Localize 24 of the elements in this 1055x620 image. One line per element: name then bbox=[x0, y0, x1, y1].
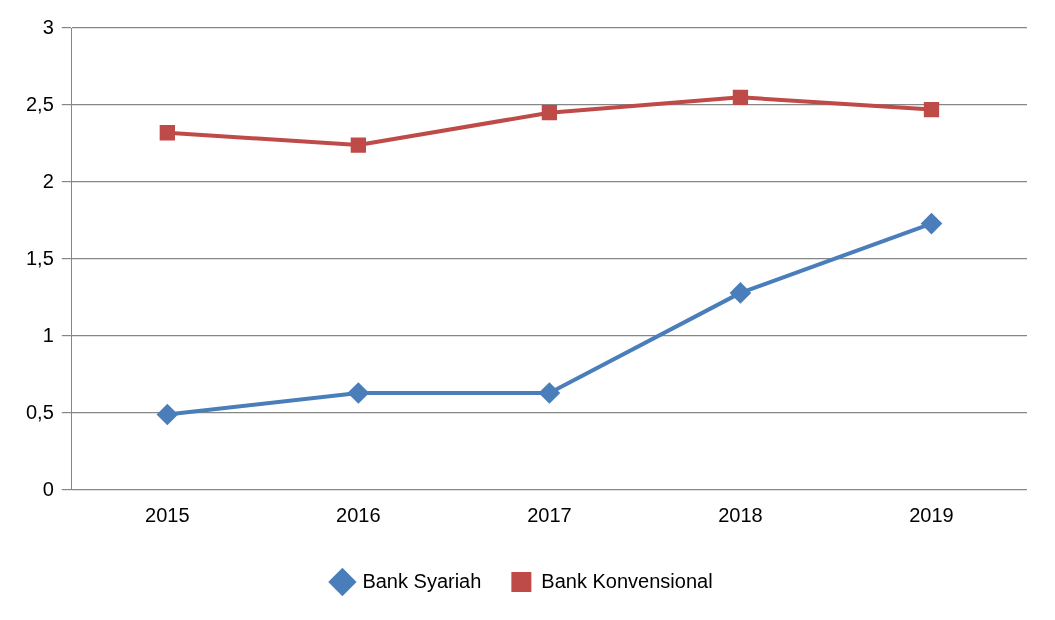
point bbox=[923, 101, 940, 118]
legend-label: Bank Syariah bbox=[362, 569, 482, 592]
y-tick-label: 0 bbox=[42, 477, 54, 500]
point bbox=[157, 404, 178, 425]
point bbox=[730, 282, 751, 303]
y-tick-label: 0,5 bbox=[25, 400, 54, 423]
y-tick-label: 2 bbox=[42, 169, 54, 192]
point bbox=[921, 213, 942, 234]
point bbox=[732, 89, 749, 105]
x-tick-label: 2016 bbox=[336, 503, 381, 526]
legend-label: Bank Konvensional bbox=[541, 569, 713, 592]
x-tick-label: 2015 bbox=[145, 503, 190, 526]
x-tick-label: 2017 bbox=[527, 503, 572, 526]
x-tick-label: 2019 bbox=[909, 503, 954, 526]
point bbox=[159, 125, 175, 141]
point bbox=[350, 137, 367, 153]
y-tick-label: 2,5 bbox=[25, 92, 54, 115]
y-tick-label: 1 bbox=[42, 323, 54, 346]
x-tick-label: 2018 bbox=[718, 503, 763, 526]
y-tick-label: 1,5 bbox=[25, 246, 54, 269]
point bbox=[541, 105, 558, 121]
point bbox=[539, 382, 560, 403]
point bbox=[348, 382, 369, 403]
y-tick-label: 3 bbox=[42, 15, 54, 38]
